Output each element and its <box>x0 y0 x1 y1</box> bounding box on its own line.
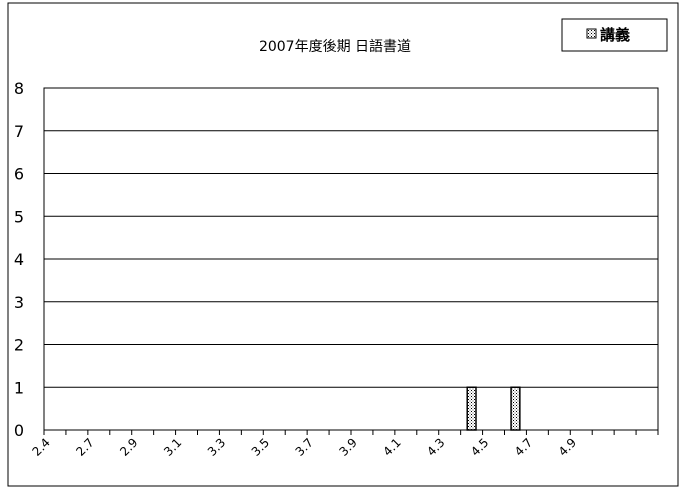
legend-swatch <box>586 28 597 39</box>
legend-label: 講義 <box>600 26 630 44</box>
bar <box>510 386 521 431</box>
y-tick-label: 4 <box>14 250 24 269</box>
legend-box <box>561 18 668 52</box>
bars <box>466 386 521 431</box>
y-tick-label: 1 <box>14 378 24 397</box>
y-tick-label: 5 <box>14 207 24 226</box>
bar <box>466 386 477 431</box>
y-tick-label: 2 <box>14 336 24 355</box>
y-tick-label: 0 <box>14 421 24 440</box>
gridlines <box>44 130 658 388</box>
legend: 講義 <box>561 18 668 52</box>
y-tick-label: 6 <box>14 165 24 184</box>
y-tick-label: 8 <box>14 79 24 98</box>
y-axis-tick-labels: 0 1 2 3 4 5 6 7 8 <box>14 79 24 440</box>
y-tick-label: 7 <box>14 122 24 141</box>
x-axis-ticks <box>43 430 659 435</box>
chart-title: 2007年度後期 日語書道 <box>259 39 411 55</box>
y-tick-label: 3 <box>14 293 24 312</box>
